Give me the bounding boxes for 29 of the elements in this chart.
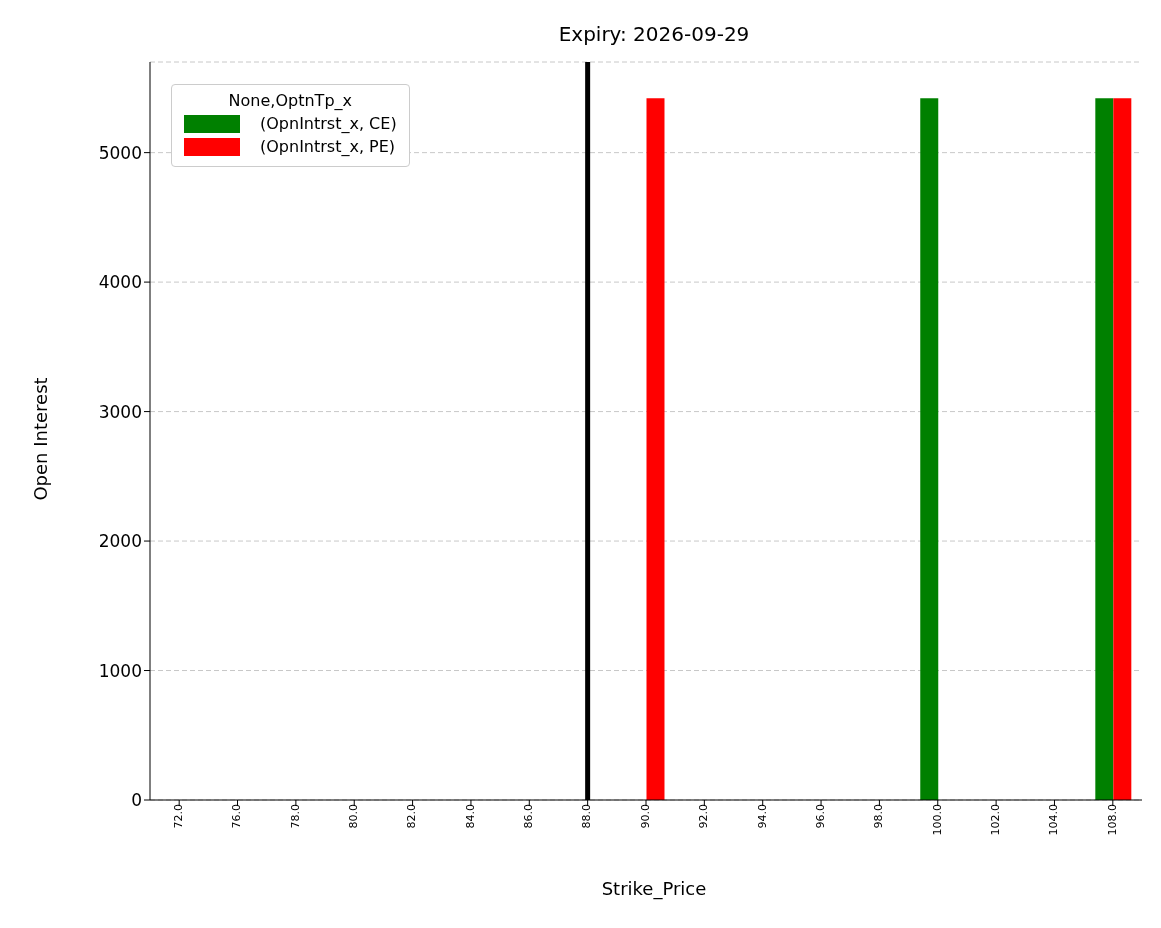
y-tick-label: 5000	[98, 142, 142, 163]
legend-title: None,OptnTp_x	[227, 91, 353, 110]
x-tick-label: 100.0	[930, 804, 944, 836]
x-tick-label: 104.0	[1047, 804, 1061, 836]
y-tick-label: 3000	[98, 401, 142, 422]
chart-title: Expiry: 2026-09-29	[557, 22, 751, 46]
x-tick-label: 90.0	[638, 804, 652, 829]
legend-label: (OpnIntrst_x, CE)	[260, 114, 397, 133]
x-tick-label: 82.0	[405, 804, 419, 829]
y-tick-label: 4000	[98, 272, 142, 293]
x-tick-label: 92.0	[697, 804, 711, 829]
x-tick-label: 72.0	[171, 804, 185, 829]
x-tick-label: 102.0	[988, 804, 1002, 836]
x-tick-label: 76.0	[230, 804, 244, 829]
x-tick-label: 80.0	[347, 804, 361, 829]
y-axis-title: Open Interest	[29, 377, 51, 501]
x-tick-label: 108.0	[1105, 804, 1119, 836]
x-tick-label: 84.0	[463, 804, 477, 829]
x-tick-label: 96.0	[813, 804, 827, 829]
x-tick-label: 88.0	[580, 804, 594, 829]
x-tick-label: 94.0	[755, 804, 769, 829]
x-tick-label: 86.0	[522, 804, 536, 829]
legend-label: (OpnIntrst_x, PE)	[260, 137, 396, 156]
y-tick-label: 2000	[98, 531, 142, 552]
x-tick-label: 98.0	[872, 804, 886, 829]
y-tick-label: 0	[131, 790, 142, 811]
y-tick-label: 1000	[98, 660, 142, 681]
x-tick-label: 78.0	[288, 804, 302, 829]
x-axis-title: Strike_Price	[600, 878, 708, 899]
